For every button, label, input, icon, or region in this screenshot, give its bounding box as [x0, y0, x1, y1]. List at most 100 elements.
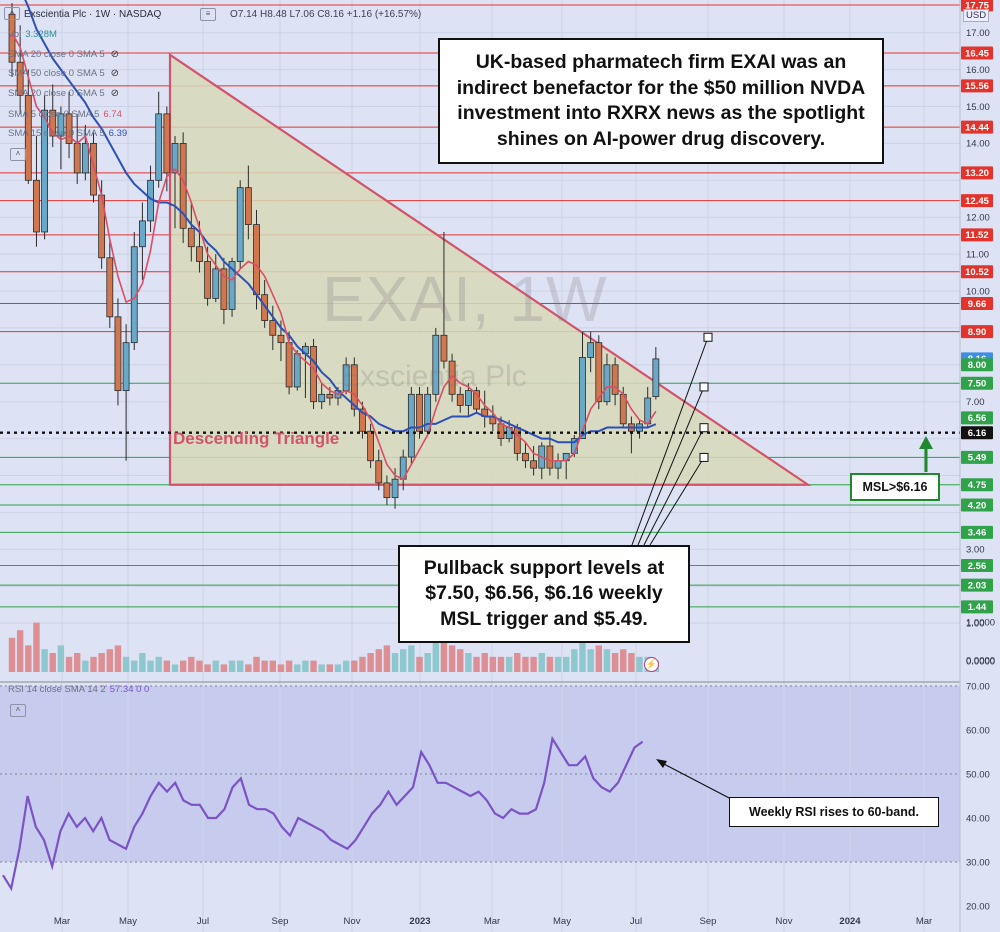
volume-bar	[302, 660, 309, 672]
candle-body	[41, 109, 48, 233]
volume-bar	[432, 637, 439, 672]
price-axis-tick: 15.00	[966, 102, 990, 113]
volume-bar	[155, 656, 162, 672]
volume-bar	[277, 664, 285, 672]
hidden-eye-icon[interactable]: ⊘	[110, 88, 120, 99]
candle-body	[187, 227, 195, 248]
volume-axis-tick: 0.0000	[966, 656, 995, 667]
volume-bar	[65, 656, 73, 672]
volume-bar	[546, 656, 554, 672]
msl-arrowhead	[919, 436, 933, 449]
price-tag	[961, 46, 993, 60]
candle-body	[81, 142, 89, 174]
candle-body	[326, 393, 334, 399]
pointer-line	[643, 427, 705, 546]
price-tag-label: 7.50	[968, 379, 987, 390]
volume-bar	[318, 664, 325, 672]
indicator-sma50[interactable]: SMA 50 close 0 SMA 5 ⊘	[8, 68, 119, 79]
price-tag-label: 5.49	[968, 453, 987, 464]
volume-bar	[253, 656, 260, 672]
candle-body	[293, 353, 301, 388]
price-axis-tick: 14.00	[966, 139, 990, 150]
indicator-label: Vol	[8, 29, 22, 40]
collapse-icon[interactable]: ˄	[4, 7, 20, 20]
collapse-rsi-icon[interactable]: ˄	[10, 704, 26, 717]
price-tag	[961, 600, 993, 614]
rsi-axis-tick: 50.00	[966, 769, 990, 780]
candle-body	[595, 342, 603, 403]
rsi-header[interactable]: RSI 14 close SMA 14 2 57.34 0 0	[8, 684, 149, 695]
pointer-box	[699, 423, 709, 433]
price-tag-label: 11.52	[965, 230, 988, 241]
candle-body	[196, 246, 203, 262]
hidden-eye-icon[interactable]: ⊘	[110, 68, 120, 79]
volume-bar	[220, 664, 228, 672]
indicator-label: SMA 50 close 0 SMA 5	[8, 68, 105, 79]
volume-bar	[375, 649, 382, 672]
rsi-axis-tick: 60.00	[966, 725, 990, 736]
volume-bar	[514, 653, 521, 672]
volume-bar	[147, 660, 154, 672]
price-axis-tags: 17.75 16.45 15.56 14.44 13.20 12.45 11.52 10.52…	[961, 0, 993, 614]
volume-bar	[163, 660, 171, 672]
volume-bar	[57, 645, 65, 672]
price-axis-tick: 12.00	[966, 213, 990, 224]
collapse-indicators-icon[interactable]: ˄	[10, 148, 26, 161]
price-tag	[961, 478, 993, 492]
compare-icon[interactable]: ≡	[200, 8, 216, 21]
price-tag	[961, 120, 993, 134]
time-axis-label: Mar	[915, 916, 933, 927]
flash-icon[interactable]: ⚡	[644, 657, 659, 672]
volume-bar	[326, 664, 334, 672]
indicator-volume[interactable]: Vol 3.328M	[8, 29, 57, 40]
volume-bar	[595, 645, 602, 672]
symbol-title[interactable]: Exscientia Plc · 1W · NASDAQ	[24, 9, 162, 20]
candle-body	[106, 257, 114, 318]
indicator-sma5[interactable]: SMA 5 close 0 SMA 5 6.74	[8, 109, 122, 120]
candle-body	[236, 187, 244, 262]
price-tag-label: 1.44	[968, 602, 987, 613]
price-tag	[961, 498, 993, 512]
price-tag	[961, 426, 993, 440]
indicator-value: 3.328M	[25, 29, 57, 40]
volume-bar	[473, 656, 480, 672]
candle-body	[122, 342, 130, 392]
time-axis-label: Jul	[196, 916, 210, 927]
candle-body	[464, 390, 472, 406]
volume-bar	[408, 645, 415, 672]
price-tag	[961, 450, 993, 464]
volume-bar	[90, 656, 97, 672]
candle-body	[90, 142, 97, 196]
candle-body	[155, 113, 163, 181]
indicator-value: 6.39	[108, 128, 128, 139]
volume-bar	[611, 653, 619, 672]
candle-body	[530, 460, 537, 469]
sma-fast-line	[11, 32, 657, 481]
indicator-sma15[interactable]: SMA 15 close 0 SMA 5 6.39	[8, 128, 127, 139]
hidden-eye-icon[interactable]: ⊘	[110, 49, 120, 60]
candle-body	[33, 179, 40, 233]
candle-body	[473, 390, 480, 410]
watermark-symbol: EXAI, 1W	[322, 263, 608, 335]
price-tag-label: 2.56	[968, 561, 987, 572]
volume-bar	[628, 653, 635, 672]
volume-bar	[8, 637, 16, 672]
volume-bar	[171, 664, 179, 672]
price-tag-label: 3.46	[968, 528, 987, 539]
price-tag	[961, 265, 993, 279]
candle-body	[440, 334, 448, 362]
price-tag-label: 8.00	[968, 360, 987, 371]
time-axis-label: Jul	[629, 916, 643, 927]
indicator-sma20[interactable]: SMA 20 close 0 SMA 5 ⊘	[8, 49, 119, 60]
time-axis-label: May	[553, 916, 571, 927]
volume-bar	[367, 653, 374, 672]
indicator-value: 6.74	[103, 109, 122, 120]
volume-bar	[196, 660, 203, 672]
candle-body	[652, 358, 660, 397]
volume-bar	[334, 664, 342, 672]
candle-body	[138, 220, 146, 248]
news-annotation: UK-based pharmatech firm EXAI was an ind…	[438, 38, 884, 164]
indicator-sma20b[interactable]: SMA 20 close 0 SMA 5 ⊘	[8, 88, 119, 99]
currency-label[interactable]: USD	[963, 9, 990, 22]
price-tag	[961, 525, 993, 539]
